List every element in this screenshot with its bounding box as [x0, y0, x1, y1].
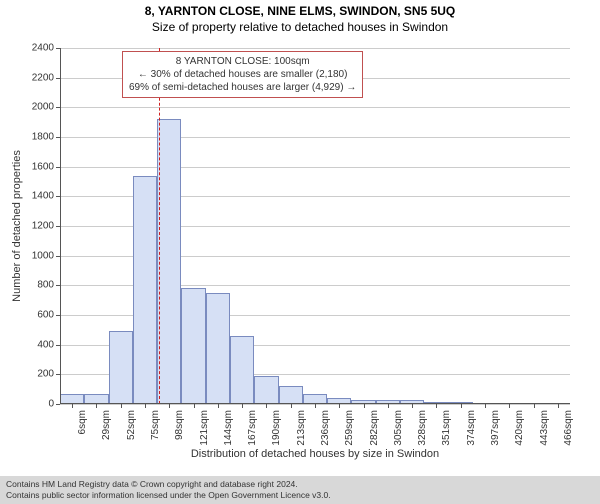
xtick-label: 144sqm	[223, 410, 234, 446]
ytick-label: 0	[48, 399, 54, 410]
xtick-mark	[266, 404, 267, 408]
reference-line	[159, 48, 160, 404]
ytick-label: 1000	[32, 250, 54, 261]
xtick-label: 397sqm	[490, 410, 501, 446]
chart-title-main: 8, YARNTON CLOSE, NINE ELMS, SWINDON, SN…	[0, 4, 600, 18]
xtick-mark	[96, 404, 97, 408]
xtick-label: 305sqm	[393, 410, 404, 446]
xtick-mark	[194, 404, 195, 408]
ytick-mark	[56, 404, 60, 405]
x-axis-label: Distribution of detached houses by size …	[60, 448, 570, 460]
xtick-mark	[242, 404, 243, 408]
ytick-label: 1600	[32, 161, 54, 172]
chart-area: 0200400600800100012001400160018002000220…	[60, 48, 570, 404]
xtick-label: 213sqm	[296, 410, 307, 446]
xtick-label: 29sqm	[101, 410, 112, 440]
y-axis-line	[60, 48, 61, 404]
annotation-box: 8 YARNTON CLOSE: 100sqm← 30% of detached…	[122, 51, 363, 98]
grid-line	[60, 137, 570, 138]
xtick-mark	[169, 404, 170, 408]
histogram-bar	[254, 376, 278, 404]
xtick-mark	[218, 404, 219, 408]
xtick-label: 98sqm	[174, 410, 185, 440]
xtick-label: 167sqm	[247, 410, 258, 446]
xtick-mark	[364, 404, 365, 408]
ytick-label: 2200	[32, 72, 54, 83]
ytick-label: 600	[37, 310, 54, 321]
xtick-mark	[436, 404, 437, 408]
histogram-bar	[109, 331, 133, 404]
xtick-mark	[558, 404, 559, 408]
ytick-label: 1200	[32, 221, 54, 232]
histogram-bar	[181, 288, 205, 404]
histogram-bar	[206, 293, 230, 404]
xtick-mark	[291, 404, 292, 408]
histogram-bar	[279, 386, 303, 404]
xtick-label: 374sqm	[466, 410, 477, 446]
xtick-label: 259sqm	[344, 410, 355, 446]
grid-line	[60, 48, 570, 49]
ytick-label: 2400	[32, 43, 54, 54]
annotation-line: 69% of semi-detached houses are larger (…	[129, 81, 356, 94]
y-axis-label: Number of detached properties	[10, 48, 24, 404]
xtick-label: 121sqm	[199, 410, 210, 446]
xtick-mark	[315, 404, 316, 408]
xtick-label: 282sqm	[369, 410, 380, 446]
ytick-label: 200	[37, 369, 54, 380]
xtick-label: 351sqm	[441, 410, 452, 446]
xtick-label: 190sqm	[271, 410, 282, 446]
histogram-bar	[133, 176, 157, 404]
ytick-label: 400	[37, 339, 54, 350]
xtick-mark	[534, 404, 535, 408]
ytick-label: 1400	[32, 191, 54, 202]
annotation-line: 8 YARNTON CLOSE: 100sqm	[129, 55, 356, 68]
grid-line	[60, 107, 570, 108]
xtick-mark	[461, 404, 462, 408]
xtick-mark	[72, 404, 73, 408]
xtick-label: 466sqm	[563, 410, 574, 446]
xtick-label: 443sqm	[539, 410, 550, 446]
footer-line: Contains HM Land Registry data © Crown c…	[6, 479, 594, 490]
xtick-label: 236sqm	[320, 410, 331, 446]
xtick-mark	[388, 404, 389, 408]
xtick-mark	[485, 404, 486, 408]
ytick-label: 2000	[32, 102, 54, 113]
xtick-mark	[121, 404, 122, 408]
xtick-label: 420sqm	[514, 410, 525, 446]
xtick-label: 52sqm	[126, 410, 137, 440]
histogram-bar	[230, 336, 254, 404]
xtick-mark	[509, 404, 510, 408]
xtick-label: 328sqm	[417, 410, 428, 446]
chart-title-sub: Size of property relative to detached ho…	[0, 20, 600, 34]
xtick-mark	[145, 404, 146, 408]
histogram-bar	[157, 119, 181, 404]
xtick-label: 75sqm	[150, 410, 161, 440]
ytick-label: 1800	[32, 132, 54, 143]
xtick-label: 6sqm	[77, 410, 88, 434]
ytick-label: 800	[37, 280, 54, 291]
grid-line	[60, 167, 570, 168]
xtick-mark	[339, 404, 340, 408]
x-axis-line	[60, 403, 570, 404]
footer-line: Contains public sector information licen…	[6, 490, 594, 501]
annotation-line: ← 30% of detached houses are smaller (2,…	[129, 68, 356, 81]
xtick-mark	[412, 404, 413, 408]
